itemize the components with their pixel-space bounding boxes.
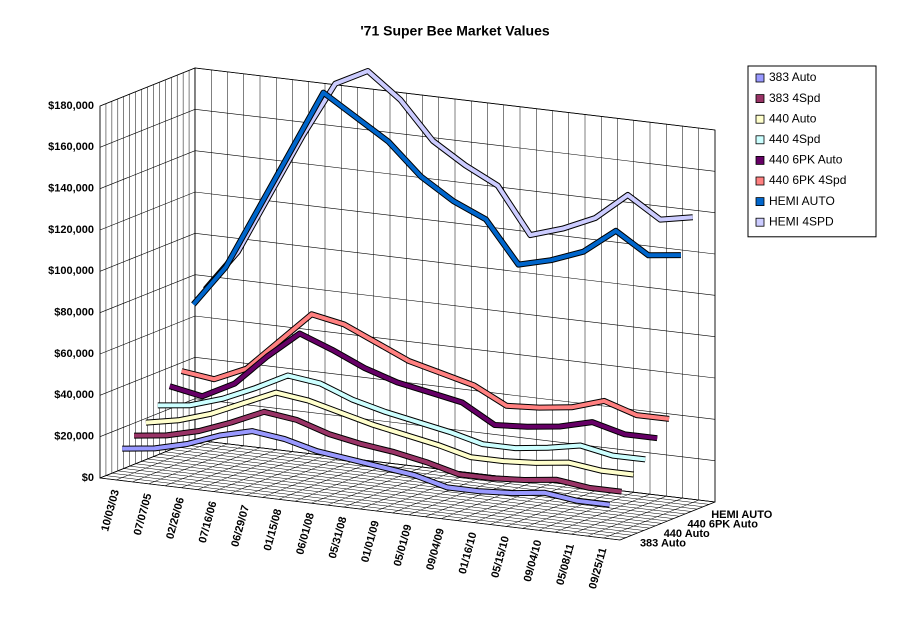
legend-box — [747, 65, 877, 238]
x-tick-label: 01/15/08 — [262, 508, 285, 552]
grid-line — [99, 232, 716, 296]
series-line — [145, 390, 634, 477]
series-line — [157, 373, 646, 462]
series-line — [122, 429, 610, 507]
legend-label: HEMI AUTO — [769, 194, 835, 208]
legend-swatch — [755, 73, 765, 83]
y-tick-label: $80,000 — [54, 307, 94, 319]
legend-label: 440 4Spd — [769, 132, 820, 146]
y-tick-label: $140,000 — [48, 183, 94, 195]
y-tick-label: $100,000 — [48, 265, 94, 277]
depth-tick-label: 440 Auto — [664, 528, 710, 540]
x-tick-label: 01/16/10 — [457, 531, 480, 575]
depth-tick-label: 383 Auto — [640, 538, 686, 550]
x-tick-label: 05/15/10 — [489, 535, 512, 579]
grid-line — [99, 315, 716, 379]
legend-swatch — [755, 135, 765, 145]
series-line — [181, 312, 670, 421]
floor-line — [135, 463, 656, 526]
series-line — [203, 69, 693, 291]
series-line — [134, 409, 622, 494]
depth-tick-label: HEMI AUTO — [711, 509, 773, 521]
grid-line — [99, 356, 716, 420]
legend-swatch — [755, 114, 765, 124]
chart-title: '71 Super Bee Market Values — [360, 23, 550, 39]
y-tick-label: $60,000 — [54, 348, 94, 360]
floor-line — [141, 461, 662, 524]
floor-line — [183, 444, 704, 507]
series-line — [191, 90, 681, 306]
legend-swatch — [755, 217, 765, 227]
legend-label: 383 Auto — [769, 70, 817, 84]
legend-swatch — [755, 155, 765, 165]
grid-line — [99, 67, 716, 131]
x-tick-label: 05/08/11 — [554, 543, 577, 587]
x-tick-label: 05/31/08 — [327, 515, 350, 559]
grid-line — [99, 398, 716, 461]
x-tick-label: 06/29/07 — [229, 504, 252, 548]
y-tick-label: $120,000 — [48, 224, 94, 236]
floor-line — [177, 446, 698, 510]
legend-label: 383 4Spd — [769, 91, 820, 105]
floor-line — [105, 475, 626, 538]
legend-label: HEMI 4SPD — [769, 214, 834, 228]
floor-line — [99, 477, 621, 541]
floor-line — [111, 473, 632, 536]
legend-label: 440 Auto — [769, 111, 817, 125]
legend-swatch — [755, 94, 765, 103]
floor-line — [159, 454, 680, 517]
x-tick-label: 07/07/05 — [132, 492, 155, 536]
y-tick-label: $160,000 — [48, 141, 94, 153]
floor-line — [147, 458, 668, 522]
grid-line — [99, 108, 716, 172]
x-tick-label: 09/04/10 — [522, 539, 545, 583]
x-tick-label: 09/04/09 — [424, 527, 447, 571]
series-line — [169, 331, 658, 441]
x-tick-label: 09/25/11 — [587, 546, 610, 590]
y-tick-label: $180,000 — [48, 100, 94, 112]
floor-line — [153, 456, 674, 519]
y-tick-label: $40,000 — [54, 389, 94, 401]
x-tick-label: 06/01/08 — [294, 512, 317, 556]
floor-line — [129, 465, 650, 529]
depth-tick-label: 440 6PK Auto — [687, 519, 758, 531]
x-tick-label: 02/26/06 — [164, 496, 187, 540]
legend-label: 440 6PK 4Spd — [769, 173, 846, 187]
x-tick-label: 10/03/03 — [99, 488, 122, 532]
x-tick-label: 01/01/09 — [359, 519, 382, 563]
legend-label: 440 6PK Auto — [769, 153, 843, 167]
grid-line — [99, 150, 716, 213]
y-tick-label: $20,000 — [54, 431, 94, 443]
x-tick-label: 05/01/09 — [392, 523, 415, 567]
floor-line — [123, 468, 644, 531]
y-tick-label: $0 — [82, 472, 94, 484]
legend-swatch — [755, 197, 765, 207]
grid-line — [99, 274, 716, 337]
floor-line — [117, 470, 638, 534]
legend-swatch — [755, 176, 765, 186]
x-tick-label: 07/16/06 — [197, 500, 220, 544]
